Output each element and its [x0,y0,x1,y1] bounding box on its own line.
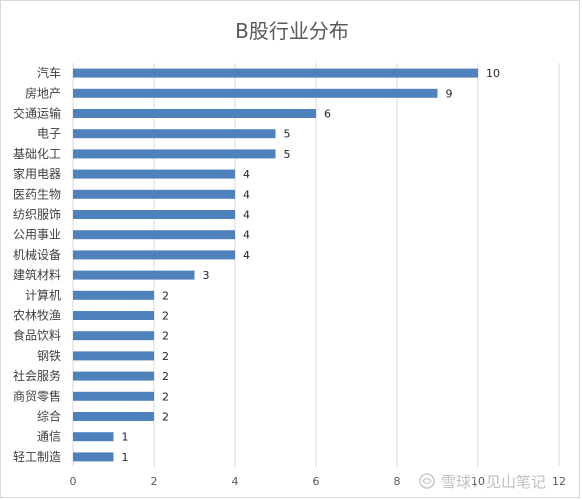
bar [73,230,235,240]
category-label: 食品饮料 [13,328,61,343]
data-label: 2 [162,350,169,363]
category-label: 计算机 [25,287,61,302]
bar [73,129,276,139]
bars [73,68,478,462]
bar [73,371,154,381]
category-label: 机械设备 [13,247,61,262]
data-label: 4 [243,249,250,262]
category-labels: 汽车房地产交通运输电子基础化工家用电器医药生物纺织服饰公用事业机械设备建筑材料计… [13,65,61,464]
data-label: 4 [243,209,250,222]
data-label: 5 [284,148,291,161]
category-label: 医药生物 [13,187,61,201]
data-labels: 10 9 6 5 5 4 4 4 4 4 3 2 2 2 2 2 2 2 1 1 [122,67,501,464]
x-tick-label: 4 [232,475,239,488]
snowball-logo-icon [419,473,435,489]
data-label: 6 [324,108,331,121]
grid-lines [72,63,560,467]
data-label: 2 [162,289,169,302]
bar [73,290,154,300]
chart-title: B股行业分布 [235,19,349,43]
data-label: 4 [243,168,250,181]
bar [73,109,316,118]
bar [73,210,235,219]
category-label: 公用事业 [13,228,61,242]
category-label: 综合 [37,409,61,424]
category-label: 房地产 [25,85,61,100]
data-label: 4 [243,188,250,201]
bar [73,270,195,280]
x-tick-label: 6 [313,475,320,488]
bar [73,68,478,78]
watermark-text: 雪球：见山笔记 [441,473,546,491]
category-label: 钢铁 [37,349,61,363]
data-label: 5 [284,128,291,141]
data-label: 2 [162,310,169,323]
category-label: 通信 [37,430,61,444]
category-label: 轻工制造 [13,450,61,464]
category-label: 基础化工 [13,147,61,161]
bar [73,452,114,462]
bar [73,331,154,341]
bar [73,250,235,260]
category-label: 农林牧渔 [13,309,61,323]
data-label: 1 [122,451,129,464]
x-tick-label: 8 [394,475,401,488]
category-label: 建筑材料 [13,267,61,282]
category-label: 商贸零售 [13,388,61,403]
category-label: 电子 [37,127,61,141]
data-label: 9 [446,87,453,100]
bar [73,391,154,401]
data-label: 3 [203,269,210,282]
data-label: 2 [162,330,169,343]
data-label: 1 [122,431,129,444]
bar [73,169,235,179]
bar [73,189,235,199]
category-label: 社会服务 [13,368,61,383]
watermark: 雪球：见山笔记 [419,473,546,491]
bar [73,311,154,320]
bar [73,149,276,159]
data-label: 10 [486,67,500,80]
category-label: 汽车 [37,65,61,80]
x-tick-label: 0 [70,475,77,488]
data-label: 2 [162,411,169,424]
x-axis-ticks: 0 2 4 6 8 10 12 [70,475,567,488]
bar [73,351,154,361]
data-label: 2 [162,390,169,403]
bar [73,88,438,98]
category-label: 纺织服饰 [13,208,61,222]
data-label: 2 [162,370,169,383]
x-tick-label: 12 [552,475,566,488]
x-tick-label: 2 [151,475,158,488]
category-label: 家用电器 [13,166,61,181]
bar [73,412,154,421]
x-tick-label: 10 [471,475,485,488]
bar [73,432,114,442]
category-label: 交通运输 [13,106,61,121]
data-label: 4 [243,229,250,242]
